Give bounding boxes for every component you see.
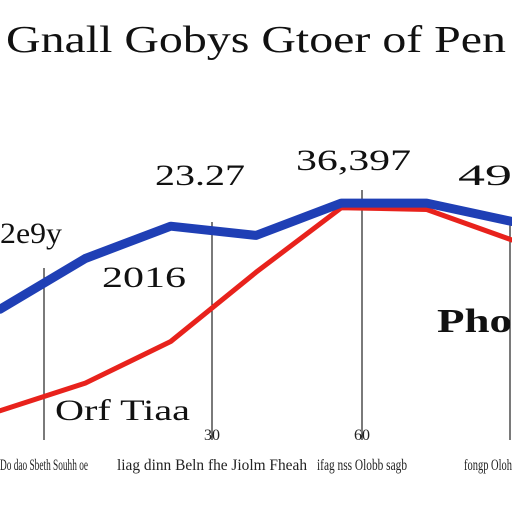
x-tick-label-3: ifag nss Olobb sagb [317, 457, 407, 474]
tick-marks: 30 60 [204, 427, 370, 444]
tick-mark-3: 60 [354, 427, 370, 444]
series-line-2 [0, 205, 512, 414]
annotation-year: 2016 [102, 261, 186, 294]
x-tick-label-1: Do dao Sbeth Souhh oe [0, 457, 88, 474]
chart-title: Gnall Gobys Gtoer of Pen [6, 19, 506, 61]
annotation-top-right: 49 [458, 159, 512, 192]
tick-mark-2: 30 [204, 427, 220, 444]
x-tick-label-2: liag dinn Beln fhe Jiolm Fheah [117, 457, 307, 474]
annotation-top-left: 23.27 [155, 159, 245, 192]
annotation-bottom: Orf Tiaa [55, 394, 190, 427]
series-layer [0, 198, 512, 414]
annotation-top-center: 36,397 [296, 144, 411, 177]
x-axis-labels: Do dao Sbeth Souhh oe liag dinn Beln fhe… [0, 457, 512, 474]
annotation-right: Pho [437, 303, 512, 340]
vertical-guides [43, 190, 511, 440]
series-line-1 [0, 198, 512, 314]
x-tick-label-4: fongp Oloh [464, 457, 512, 474]
annotation-left: 2e9y [0, 217, 62, 250]
annotations: 2e9y 23.27 36,397 49 2016 Pho Orf Tiaa [0, 144, 512, 427]
